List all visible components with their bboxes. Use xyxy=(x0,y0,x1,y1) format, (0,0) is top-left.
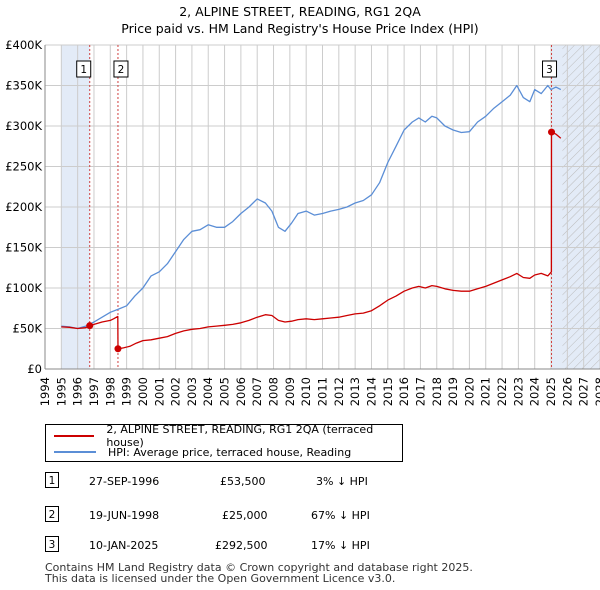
x-tick-label: 2007 xyxy=(250,377,264,406)
y-tick-label: £200K xyxy=(5,200,42,214)
legend-label-hpi: HPI: Average price, terraced house, Read… xyxy=(108,445,352,459)
y-tick-label: £400K xyxy=(5,38,42,52)
footer-licence: This data is licensed under the Open Gov… xyxy=(45,572,396,585)
x-tick-label: 2028 xyxy=(593,377,600,406)
x-tick-label: 2004 xyxy=(201,377,215,406)
legend-entry-property: 2, ALPINE STREET, READING, RG1 2QA (terr… xyxy=(54,423,402,449)
x-tick-label: 2026 xyxy=(560,377,574,406)
x-tick-label: 2013 xyxy=(348,377,362,406)
x-tick-label: 2023 xyxy=(511,377,525,406)
sale-price: £53,500 xyxy=(220,475,266,488)
sale-point xyxy=(548,128,556,136)
x-tick-label: 1997 xyxy=(87,377,101,406)
sale-label-number: 1 xyxy=(80,64,87,76)
sale-label-number: 2 xyxy=(118,64,125,76)
chart-title-line1: 2, ALPINE STREET, READING, RG1 2QA xyxy=(179,4,421,19)
x-tick-label: 2005 xyxy=(218,377,232,406)
legend-entry-hpi: HPI: Average price, terraced house, Read… xyxy=(54,444,351,460)
x-tick-label: 1998 xyxy=(103,377,117,406)
sale-point xyxy=(86,322,94,330)
x-tick-label: 2012 xyxy=(332,377,346,406)
footer-copyright: Contains HM Land Registry data © Crown c… xyxy=(45,561,473,574)
chart-legend: 2, ALPINE STREET, READING, RG1 2QA (terr… xyxy=(45,423,403,462)
sale-hpi-diff: 67% ↓ HPI xyxy=(311,509,370,522)
x-tick-label: 2024 xyxy=(528,377,542,406)
x-tick-label: 2020 xyxy=(462,377,476,406)
x-tick-label: 1999 xyxy=(120,377,134,406)
x-tick-label: 1996 xyxy=(71,377,85,406)
legend-swatch-property xyxy=(54,435,95,437)
x-tick-label: 2011 xyxy=(316,377,330,406)
x-tick-label: 2003 xyxy=(185,377,199,406)
x-tick-label: 2000 xyxy=(136,377,150,406)
sale-label-box xyxy=(542,60,558,78)
legend-swatch-hpi xyxy=(54,451,96,453)
y-tick-label: £50K xyxy=(13,322,43,336)
sale-label-box xyxy=(76,60,92,78)
sale-row: 2 19-JUN-1998 £25,000 67% ↓ HPI xyxy=(45,506,385,526)
sale-row: 1 27-SEP-1996 £53,500 3% ↓ HPI xyxy=(45,472,385,492)
y-tick-label: £300K xyxy=(5,119,42,133)
sale-hpi-diff: 3% ↓ HPI xyxy=(316,475,368,488)
y-tick-label: £350K xyxy=(5,79,42,93)
x-tick-label: 2027 xyxy=(577,377,591,406)
x-tick-label: 1995 xyxy=(54,377,68,406)
sale-label-number: 3 xyxy=(546,64,553,76)
x-tick-label: 2002 xyxy=(169,377,183,406)
x-tick-label: 2022 xyxy=(495,377,509,406)
sale-row: 3 10-JAN-2025 £292,500 17% ↓ HPI xyxy=(45,536,385,556)
x-tick-label: 2018 xyxy=(430,377,444,406)
x-tick-label: 2015 xyxy=(381,377,395,406)
y-tick-label: £150K xyxy=(5,241,42,255)
y-tick-label: £100K xyxy=(5,281,42,295)
sale-date: 27-SEP-1996 xyxy=(89,475,160,488)
x-tick-label: 1994 xyxy=(38,377,52,406)
x-tick-label: 2017 xyxy=(413,377,427,406)
sale-price: £292,500 xyxy=(215,539,268,552)
x-tick-label: 2006 xyxy=(234,377,248,406)
x-tick-label: 2014 xyxy=(364,377,378,406)
sale-number-badge: 2 xyxy=(45,506,59,522)
y-tick-label: £0 xyxy=(27,362,42,376)
x-tick-label: 2001 xyxy=(152,377,166,406)
sale-number-badge: 1 xyxy=(45,472,59,488)
sale-price: £25,000 xyxy=(222,509,268,522)
x-tick-label: 2010 xyxy=(299,377,313,406)
y-tick-label: £250K xyxy=(5,160,42,174)
x-tick-label: 2021 xyxy=(479,377,493,406)
sale-label-box xyxy=(113,60,129,78)
price-chart: £0 £50K £100K £150K £200K £250K £300K £350K £400… xyxy=(5,38,600,406)
x-tick-label: 2025 xyxy=(544,377,558,406)
x-tick-label: 2009 xyxy=(283,377,297,406)
chart-title-line2: Price paid vs. HM Land Registry's House … xyxy=(121,21,479,36)
hpi-series-line xyxy=(61,84,562,330)
property-series-line xyxy=(61,131,562,350)
x-tick-label: 2016 xyxy=(397,377,411,406)
sale-hpi-diff: 17% ↓ HPI xyxy=(311,539,370,552)
x-tick-label: 2008 xyxy=(267,377,281,406)
sale-date: 19-JUN-1998 xyxy=(89,509,160,522)
sale-date: 10-JAN-2025 xyxy=(89,539,159,552)
sale-number-badge: 3 xyxy=(45,536,59,552)
sale-point xyxy=(114,345,122,353)
legend-label-property: 2, ALPINE STREET, READING, RG1 2QA (terr… xyxy=(106,423,374,449)
x-tick-label: 2019 xyxy=(446,377,460,406)
